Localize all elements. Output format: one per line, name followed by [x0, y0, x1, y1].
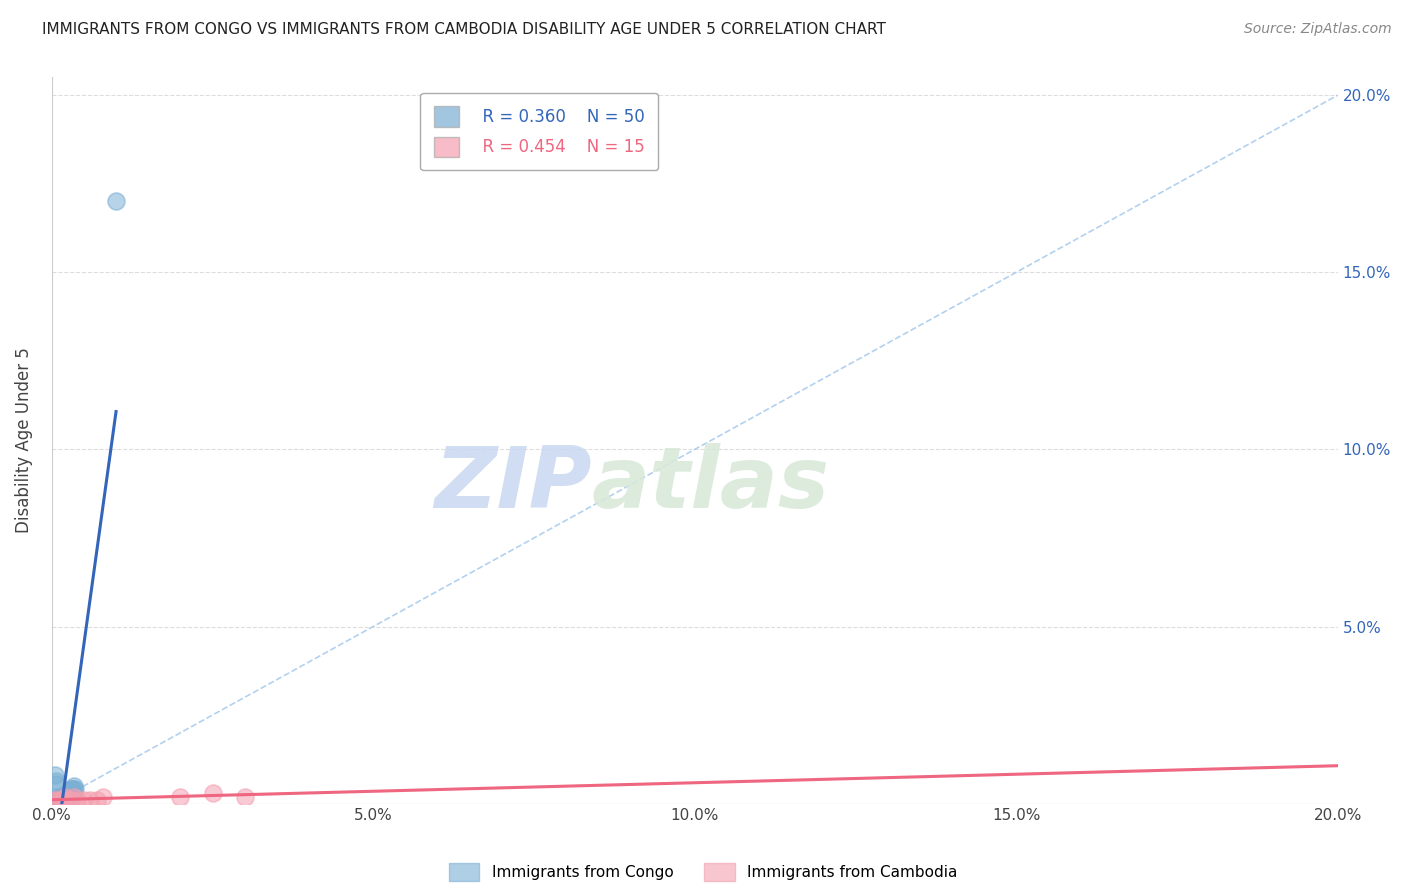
Point: [51, 793, 73, 807]
Point: [55, 789, 77, 804]
Point: [91, 789, 114, 804]
Point: [56, 789, 79, 804]
Text: IMMIGRANTS FROM CONGO VS IMMIGRANTS FROM CAMBODIA DISABILITY AGE UNDER 5 CORRELA: IMMIGRANTS FROM CONGO VS IMMIGRANTS FROM…: [42, 22, 886, 37]
Point: [169, 789, 191, 804]
Point: [51, 793, 73, 807]
Point: [60, 786, 83, 800]
Point: [45, 793, 67, 807]
Point: [44, 793, 66, 807]
Point: [55, 793, 77, 807]
Point: [62, 786, 84, 800]
Point: [45, 793, 67, 807]
Point: [46, 793, 69, 807]
Point: [60, 793, 83, 807]
Y-axis label: Disability Age Under 5: Disability Age Under 5: [15, 348, 32, 533]
Point: [45, 777, 67, 791]
Point: [59, 786, 82, 800]
Point: [63, 779, 86, 793]
Text: Source: ZipAtlas.com: Source: ZipAtlas.com: [1244, 22, 1392, 37]
Point: [52, 793, 75, 807]
Point: [51, 793, 73, 807]
Point: [52, 793, 75, 807]
Point: [53, 789, 76, 804]
Point: [66, 793, 89, 807]
Point: [58, 789, 80, 804]
Point: [51, 793, 73, 807]
Point: [79, 793, 101, 807]
Point: [86, 793, 108, 807]
Point: [52, 793, 75, 807]
Point: [46, 793, 69, 807]
Point: [49, 793, 72, 807]
Point: [105, 194, 128, 209]
Point: [60, 782, 83, 797]
Point: [48, 793, 70, 807]
Point: [59, 789, 82, 804]
Point: [46, 793, 69, 807]
Legend: Immigrants from Congo, Immigrants from Cambodia: Immigrants from Congo, Immigrants from C…: [443, 856, 963, 888]
Point: [48, 793, 70, 807]
Point: [62, 782, 84, 797]
Point: [51, 789, 73, 804]
Legend:   R = 0.360    N = 50,   R = 0.454    N = 15: R = 0.360 N = 50, R = 0.454 N = 15: [420, 93, 658, 170]
Point: [46, 789, 69, 804]
Point: [63, 789, 86, 804]
Point: [56, 786, 79, 800]
Point: [73, 793, 96, 807]
Point: [44, 793, 66, 807]
Point: [45, 773, 67, 788]
Point: [58, 786, 80, 800]
Point: [63, 782, 86, 797]
Point: [56, 793, 79, 807]
Point: [52, 793, 75, 807]
Point: [46, 793, 69, 807]
Text: atlas: atlas: [592, 442, 830, 525]
Point: [45, 793, 67, 807]
Point: [49, 793, 72, 807]
Point: [44, 768, 66, 782]
Text: ZIP: ZIP: [434, 442, 592, 525]
Point: [201, 786, 224, 800]
Point: [53, 793, 76, 807]
Point: [60, 782, 83, 797]
Point: [52, 793, 75, 807]
Point: [51, 793, 73, 807]
Point: [45, 793, 67, 807]
Point: [53, 789, 76, 804]
Point: [60, 786, 83, 800]
Point: [48, 793, 70, 807]
Point: [49, 793, 72, 807]
Point: [53, 793, 76, 807]
Point: [49, 793, 72, 807]
Point: [52, 793, 75, 807]
Point: [233, 789, 256, 804]
